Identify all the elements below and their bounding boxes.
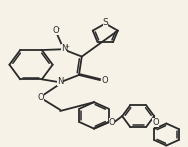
Text: -: - — [58, 26, 60, 31]
Text: +: + — [64, 44, 69, 49]
Text: O: O — [53, 26, 59, 35]
Text: O: O — [108, 118, 115, 127]
Text: N: N — [61, 44, 67, 53]
Text: N: N — [57, 77, 63, 86]
Text: O: O — [152, 118, 159, 127]
Text: S: S — [103, 17, 108, 27]
Text: O: O — [38, 93, 44, 102]
Text: O: O — [101, 76, 108, 85]
